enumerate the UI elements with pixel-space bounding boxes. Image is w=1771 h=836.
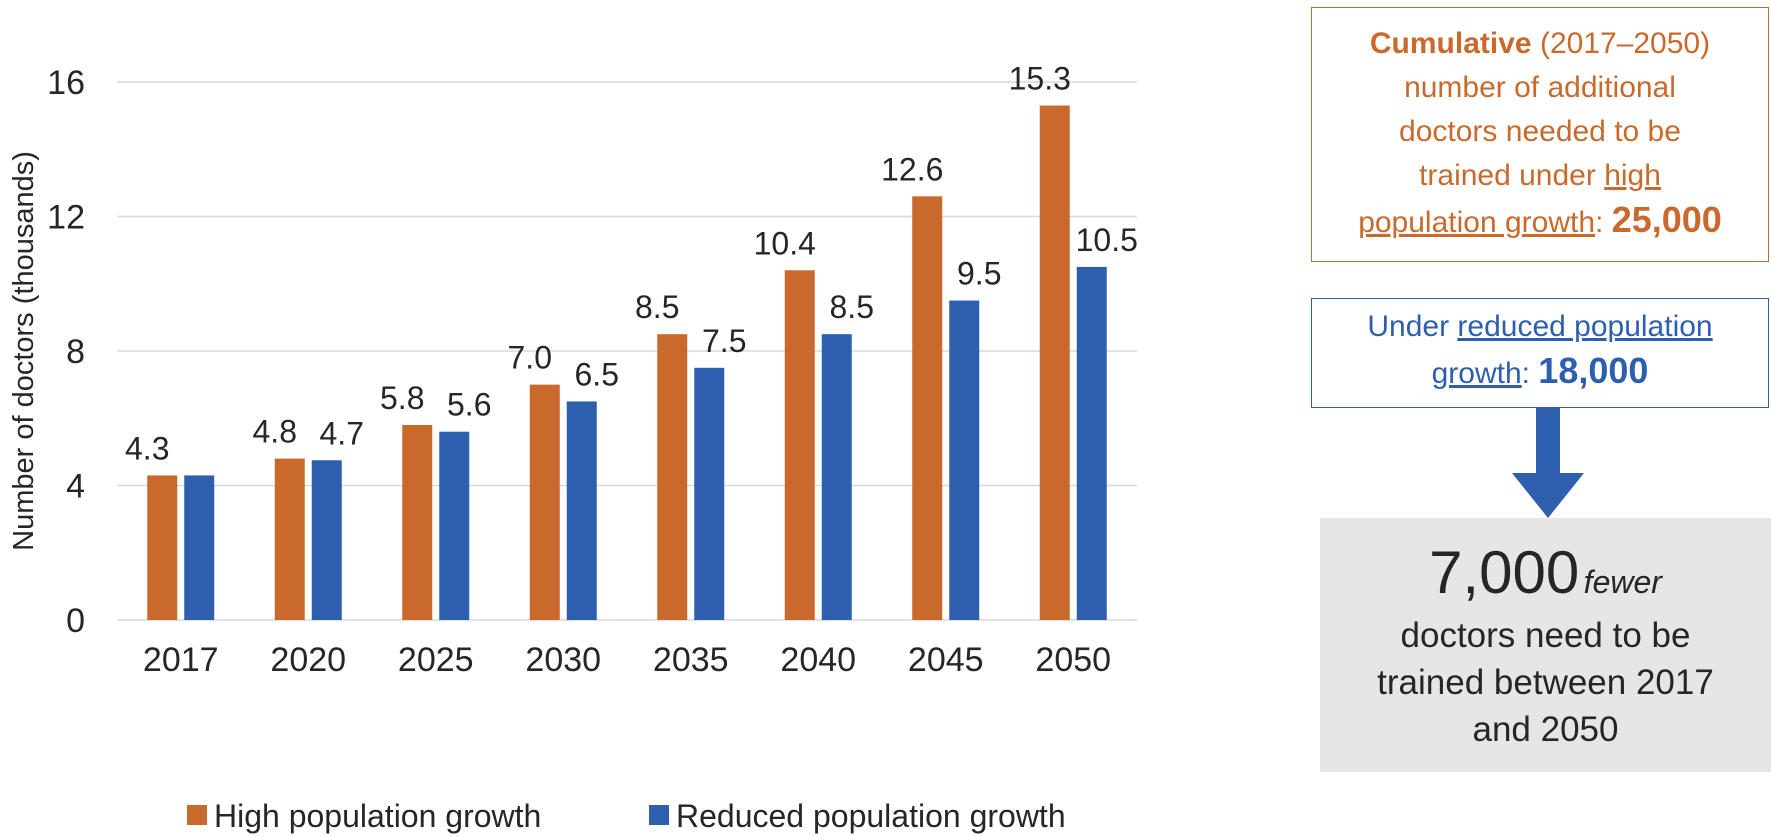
y-tick-label: 4 — [66, 468, 85, 506]
bar-high-2017 — [147, 475, 178, 620]
bar-reduced-2045 — [949, 300, 980, 620]
data-label-high-2045: 12.6 — [881, 151, 943, 187]
year-range: (2017–2050) — [1539, 27, 1711, 60]
y-tick-label: 8 — [66, 333, 85, 371]
y-tick-label: 16 — [47, 64, 85, 102]
data-label-reduced-2025: 5.6 — [447, 387, 491, 423]
summary-line-4: and 2050 — [1472, 710, 1619, 749]
cumulative-high-callout: Cumulative (2017–2050) number of additio… — [1311, 7, 1769, 262]
legend: High population growth Reduced populatio… — [187, 798, 1066, 834]
bar-chart: 0 4 8 12 16 4.3 4.8 4.7 5.8 5.6 7.0 6.5 8.5 7.5 10.4 8… — [8, 61, 1138, 834]
bar-high-2030 — [529, 384, 560, 620]
fewer-label: fewer — [1583, 564, 1662, 600]
y-tick-label: 12 — [47, 199, 85, 237]
down-arrow-icon — [1512, 408, 1584, 518]
colon-reduced: : — [1521, 357, 1539, 390]
y-tick-labels: 0 4 8 12 16 — [47, 64, 85, 640]
x-tick-label: 2045 — [908, 641, 984, 679]
bar-high-2020 — [274, 458, 305, 620]
x-tick-label: 2035 — [653, 641, 729, 679]
data-label-high-2017: 4.3 — [125, 430, 169, 466]
y-tick-label: 0 — [66, 602, 85, 640]
colon: : — [1595, 206, 1612, 239]
data-label-high-2050: 15.3 — [1009, 61, 1071, 97]
bar-reduced-2030 — [566, 401, 597, 620]
legend-label-reduced: Reduced population growth — [676, 798, 1066, 834]
gridlines — [117, 81, 1137, 621]
legend-swatch-reduced — [649, 805, 669, 825]
data-label-high-2040: 10.4 — [754, 225, 816, 261]
summary-line-3: trained between 2017 — [1377, 663, 1714, 702]
population-growth-underlined: population growth — [1358, 206, 1596, 239]
x-tick-label: 2017 — [143, 641, 219, 679]
y-axis-title: Number of doctors (thousands) — [8, 151, 40, 551]
callout-line-2: number of additional — [1404, 71, 1676, 104]
data-label-high-2020: 4.8 — [253, 414, 297, 450]
bar-reduced-2040 — [821, 334, 852, 620]
growth-underlined: growth — [1431, 357, 1522, 390]
x-tick-label: 2030 — [525, 641, 601, 679]
x-tick-label: 2050 — [1035, 641, 1111, 679]
legend-label-high: High population growth — [214, 798, 541, 834]
x-tick-label: 2025 — [398, 641, 474, 679]
data-label-high-2035: 8.5 — [635, 289, 679, 325]
data-label-reduced-2050: 10.5 — [1076, 222, 1138, 258]
high-underlined: high — [1604, 159, 1661, 192]
under-label: Under — [1367, 310, 1458, 343]
callout-line-4: trained under — [1419, 159, 1605, 192]
high-total-value: 25,000 — [1611, 199, 1722, 240]
bar-high-2025 — [402, 424, 433, 620]
bar-reduced-2050 — [1076, 266, 1107, 620]
bar-high-2035 — [657, 334, 688, 620]
data-labels: 4.3 4.8 4.7 5.8 5.6 7.0 6.5 8.5 7.5 10.4 8.5 12.6 9.… — [125, 61, 1138, 467]
data-label-reduced-2035: 7.5 — [702, 323, 746, 359]
data-label-reduced-2045: 9.5 — [957, 256, 1001, 292]
cumulative-reduced-callout: Under reduced population growth: 18,000 — [1311, 298, 1769, 408]
bar-reduced-2025 — [439, 431, 470, 620]
x-tick-label: 2020 — [270, 641, 346, 679]
x-tick-labels: 2017 2020 2025 2030 2035 2040 2045 2050 — [143, 641, 1111, 679]
data-label-reduced-2040: 8.5 — [830, 289, 874, 325]
bar-high-2040 — [784, 270, 815, 620]
bar-reduced-2017 — [184, 475, 215, 620]
data-label-high-2025: 5.8 — [380, 380, 424, 416]
data-label-high-2030: 7.0 — [508, 340, 552, 376]
bars — [147, 105, 1107, 621]
summary-line-2: doctors need to be — [1400, 616, 1691, 655]
bar-reduced-2020 — [311, 460, 342, 620]
x-tick-label: 2040 — [780, 641, 856, 679]
bar-high-2050 — [1039, 105, 1070, 621]
data-label-reduced-2020: 4.7 — [320, 415, 364, 451]
difference-summary: 7,000 fewer doctors need to be trained b… — [1320, 518, 1771, 772]
bar-high-2045 — [912, 196, 943, 620]
reduced-population-underlined: reduced population — [1457, 310, 1713, 343]
data-label-reduced-2030: 6.5 — [575, 356, 619, 392]
bar-reduced-2035 — [694, 367, 725, 620]
callout-line-3: doctors needed to be — [1399, 115, 1681, 148]
cumulative-label: Cumulative — [1369, 27, 1532, 60]
difference-value: 7,000 — [1429, 539, 1580, 606]
legend-swatch-high — [187, 805, 207, 825]
reduced-total-value: 18,000 — [1538, 350, 1649, 391]
